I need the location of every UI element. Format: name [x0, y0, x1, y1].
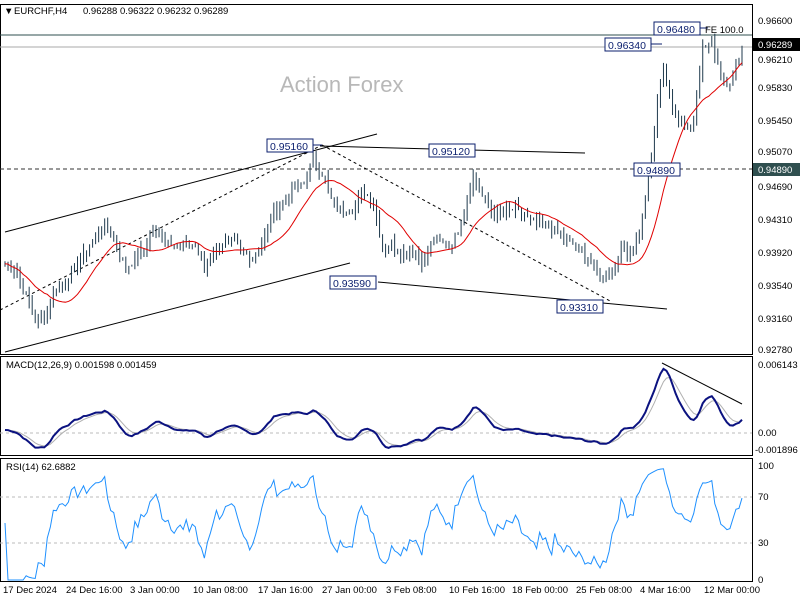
- header-ohlc: 0.96288 0.96322 0.96232 0.96289: [83, 6, 228, 17]
- price-bars: [4, 33, 743, 329]
- header-symbol: EURCHF,H4: [14, 6, 67, 17]
- macd-trend-line: [661, 362, 743, 405]
- rsi-label: RSI(14) 62.6882: [6, 462, 76, 473]
- current-price-label: 0.96289: [758, 40, 792, 51]
- price-tick: 0.93540: [758, 281, 792, 292]
- time-tick: 18 Feb 00:00: [512, 585, 568, 596]
- trend-lines: [0, 133, 668, 353]
- time-tick: 27 Jan 00:00: [322, 585, 377, 596]
- rsi-tick: 30: [758, 538, 769, 549]
- time-tick: 17 Jan 16:00: [258, 585, 313, 596]
- main-panel[interactable]: [0, 4, 753, 355]
- support-price-label: 0.94890: [758, 165, 792, 176]
- time-tick: 10 Jan 08:00: [193, 585, 248, 596]
- price-tick: 0.94690: [758, 182, 792, 193]
- annotation-low-1: 0.93590: [333, 278, 371, 290]
- price-tick: 0.95450: [758, 116, 792, 127]
- macd-main-line: [4, 367, 743, 449]
- rsi-line: [4, 468, 743, 581]
- annotation-high-1: 0.95160: [270, 141, 308, 153]
- time-tick: 3 Jan 00:00: [130, 585, 180, 596]
- time-tick: 24 Dec 16:00: [66, 585, 123, 596]
- annotation-high-2: 0.95120: [432, 146, 470, 158]
- time-tick: 4 Mar 16:00: [640, 585, 691, 596]
- time-tick: 3 Feb 08:00: [386, 585, 437, 596]
- rsi-panel[interactable]: [0, 458, 753, 582]
- macd-tick: 0.00: [758, 428, 777, 439]
- macd-tick: 0.006143: [758, 360, 798, 371]
- time-tick: 25 Feb 08:00: [576, 585, 632, 596]
- watermark: Action Forex: [280, 72, 404, 97]
- macd-panel[interactable]: [0, 356, 753, 456]
- price-tick: 0.94310: [758, 215, 792, 226]
- time-tick: 10 Feb 16:00: [449, 585, 505, 596]
- rsi-tick: 70: [758, 492, 769, 503]
- price-tick: 0.95830: [758, 83, 792, 94]
- macd-tick: -0.001896: [755, 445, 798, 456]
- price-tick: 0.92780: [758, 345, 792, 356]
- rsi-tick: 100: [758, 461, 774, 472]
- price-axis[interactable]: 0.96600 0.96210 0.95830 0.95450 0.95070 …: [753, 16, 800, 356]
- moving-average-line: [4, 62, 743, 303]
- price-annotations: 0.95160 0.95120 0.93590 0.93310 0.94890 …: [266, 21, 744, 314]
- time-tick: 12 Mar 00:00: [704, 585, 760, 596]
- price-tick: 0.96600: [758, 16, 792, 27]
- price-tick: 0.93920: [758, 248, 792, 259]
- macd-label: MACD(12,26,9) 0.001598 0.001459: [6, 360, 157, 371]
- price-tick: 0.93160: [758, 314, 792, 325]
- annotation-high-3: 0.96340: [608, 40, 646, 52]
- time-axis[interactable]: 17 Dec 2024 24 Dec 16:00 3 Jan 00:00 10 …: [3, 585, 760, 596]
- annotation-fe: FE 100.0: [705, 25, 744, 36]
- annotation-low-2: 0.93310: [560, 302, 598, 314]
- time-tick: 17 Dec 2024: [3, 585, 57, 596]
- price-tick: 0.96210: [758, 55, 792, 66]
- annotation-high-4: 0.96480: [657, 24, 695, 36]
- annotation-support: 0.94890: [637, 165, 675, 177]
- price-tick: 0.95070: [758, 147, 792, 158]
- dropdown-arrow-icon[interactable]: ▼: [4, 6, 13, 17]
- rsi-tick: 0: [758, 575, 763, 586]
